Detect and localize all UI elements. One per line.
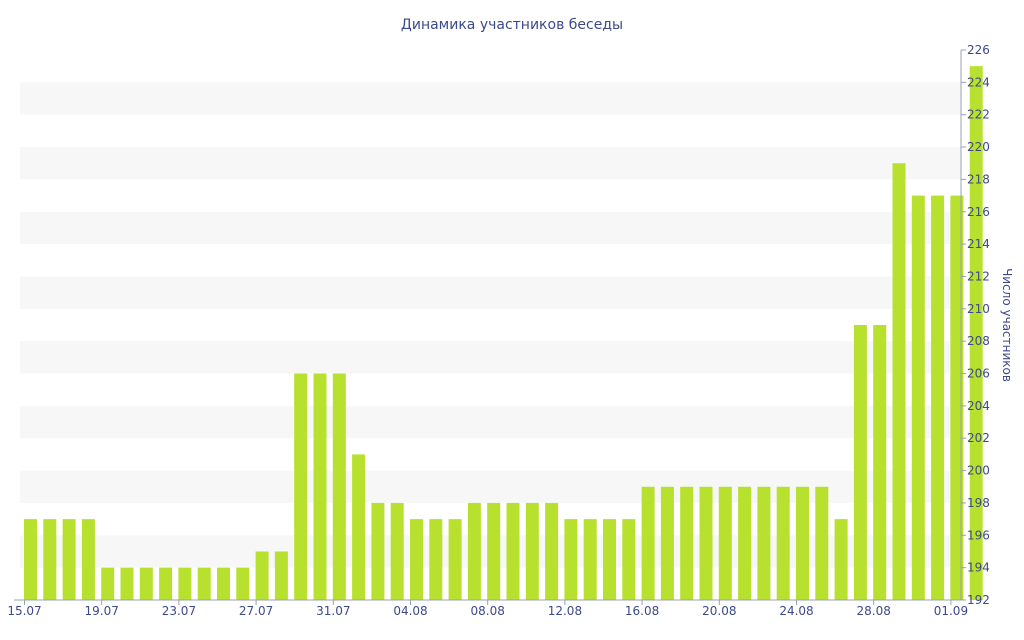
y-tick-label: 206 bbox=[967, 367, 990, 381]
bar bbox=[236, 567, 250, 600]
y-tick-label: 204 bbox=[967, 399, 990, 413]
bar bbox=[680, 486, 694, 600]
x-tick-label: 12.08 bbox=[548, 604, 582, 618]
bar bbox=[641, 486, 655, 600]
bar bbox=[603, 519, 616, 600]
y-tick-label: 218 bbox=[967, 172, 990, 186]
bar bbox=[429, 519, 443, 600]
grid-band bbox=[20, 405, 961, 439]
y-tick-label: 202 bbox=[967, 431, 990, 445]
bar bbox=[545, 502, 559, 600]
y-ticks: 192 194 196 198 200 202 204 206 208 210 212 214 216 2… bbox=[961, 43, 990, 607]
x-tick-label: 01.09 bbox=[934, 604, 968, 618]
bar bbox=[294, 373, 308, 600]
y-tick-label: 198 bbox=[967, 496, 990, 510]
bar bbox=[43, 519, 57, 600]
bar bbox=[525, 502, 539, 600]
x-tick-label: 28.08 bbox=[857, 604, 891, 618]
bar bbox=[352, 454, 366, 600]
bar bbox=[699, 486, 713, 600]
y-tick-label: 196 bbox=[967, 528, 990, 542]
grid-band bbox=[20, 147, 961, 180]
x-tick-label: 04.08 bbox=[393, 604, 427, 618]
chart-title: Динамика участников беседы bbox=[401, 17, 623, 33]
bar bbox=[139, 567, 153, 600]
bar bbox=[506, 502, 520, 600]
bar bbox=[410, 519, 423, 600]
y-tick-label: 226 bbox=[967, 43, 990, 57]
x-tick-label: 24.08 bbox=[779, 604, 813, 618]
y-tick-label: 192 bbox=[967, 593, 990, 607]
y-tick-label: 214 bbox=[967, 237, 990, 251]
x-tick-label: 08.08 bbox=[471, 604, 505, 618]
bar bbox=[81, 519, 95, 600]
bar bbox=[371, 502, 385, 600]
bar bbox=[255, 551, 269, 600]
x-tick-label: 27.07 bbox=[239, 604, 273, 618]
bar bbox=[718, 486, 732, 600]
bar bbox=[332, 373, 346, 600]
x-ticks: 15.07 19.07 23.07 27.07 31.07 04.08 08.08 12.08… bbox=[7, 600, 968, 618]
x-tick-label: 16.08 bbox=[625, 604, 659, 618]
bar bbox=[197, 567, 211, 600]
grid-band bbox=[20, 341, 961, 374]
bar bbox=[911, 195, 925, 600]
x-tick-label: 31.07 bbox=[316, 604, 350, 618]
x-tick-label: 20.08 bbox=[702, 604, 736, 618]
bar bbox=[159, 567, 173, 600]
bar bbox=[101, 567, 115, 600]
bar bbox=[776, 486, 790, 600]
bar bbox=[873, 325, 887, 600]
bar bbox=[313, 373, 327, 600]
grid-band bbox=[20, 276, 961, 309]
y-tick-label: 222 bbox=[967, 108, 990, 122]
y-tick-label: 216 bbox=[967, 205, 990, 219]
y-tick-label: 212 bbox=[967, 269, 990, 283]
bar bbox=[120, 567, 134, 600]
x-tick-label: 23.07 bbox=[162, 604, 196, 618]
bar bbox=[796, 486, 809, 600]
x-tick-label: 19.07 bbox=[85, 604, 119, 618]
y-tick-label: 208 bbox=[967, 334, 990, 348]
bar bbox=[931, 195, 945, 600]
x-tick-label: 15.07 bbox=[7, 604, 41, 618]
bar bbox=[274, 551, 288, 600]
bar bbox=[834, 519, 848, 600]
bar bbox=[660, 486, 674, 600]
bars bbox=[24, 66, 983, 601]
bar bbox=[487, 502, 501, 600]
bar bbox=[757, 486, 771, 600]
grid-band bbox=[20, 211, 961, 245]
bar bbox=[390, 502, 404, 600]
bar bbox=[815, 486, 829, 600]
bar bbox=[178, 567, 192, 600]
bar bbox=[62, 519, 76, 600]
bar bbox=[217, 567, 230, 600]
y-tick-label: 200 bbox=[967, 464, 990, 478]
y-tick-label: 220 bbox=[967, 140, 990, 154]
grid-bands bbox=[20, 82, 961, 568]
y-axis-label: Число участников bbox=[1000, 268, 1014, 382]
bar bbox=[583, 519, 597, 600]
bar bbox=[448, 519, 462, 600]
bar bbox=[892, 163, 906, 600]
grid-band bbox=[20, 82, 961, 115]
bar bbox=[950, 195, 964, 600]
bar bbox=[622, 519, 636, 600]
bar bbox=[738, 486, 752, 600]
y-tick-label: 210 bbox=[967, 302, 990, 316]
bar bbox=[24, 519, 37, 600]
bar bbox=[969, 66, 983, 601]
bar bbox=[853, 325, 867, 600]
bar bbox=[564, 519, 578, 600]
bar bbox=[467, 502, 481, 600]
y-tick-label: 224 bbox=[967, 75, 990, 89]
y-tick-label: 194 bbox=[967, 561, 990, 575]
